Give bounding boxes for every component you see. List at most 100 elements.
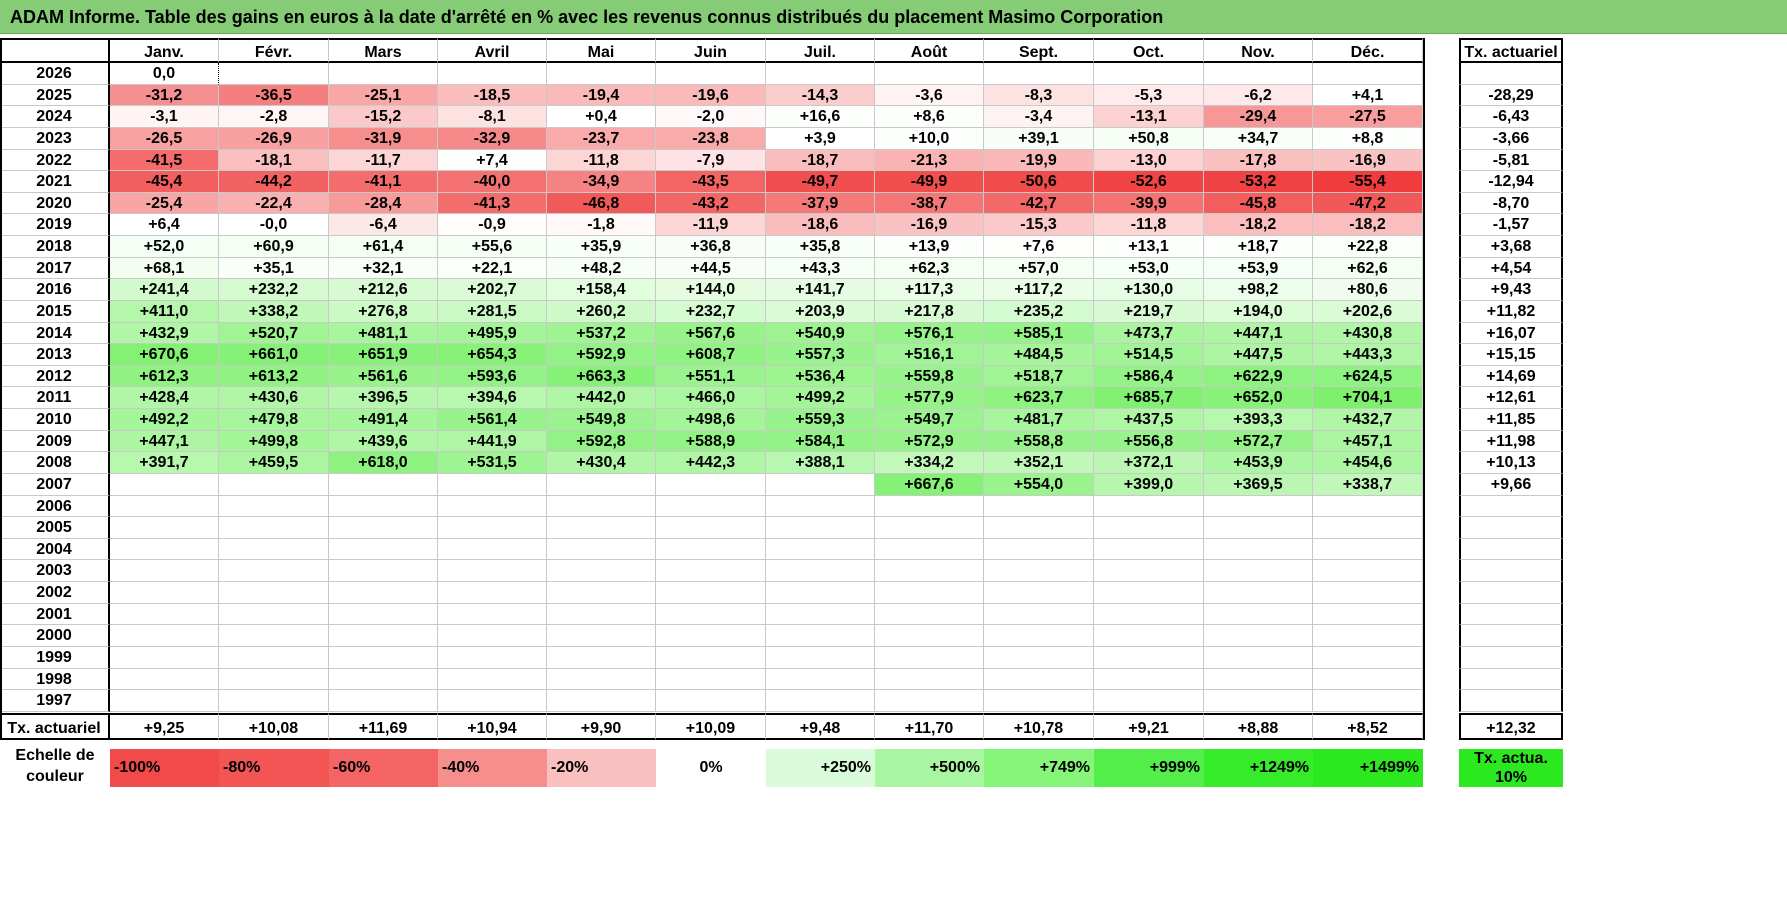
table-cell[interactable] xyxy=(875,560,984,582)
table-cell[interactable]: +442,0 xyxy=(547,387,656,409)
table-cell[interactable]: +16,6 xyxy=(766,106,875,128)
table-cell[interactable] xyxy=(984,517,1094,539)
table-cell[interactable]: +141,7 xyxy=(766,279,875,301)
table-cell[interactable] xyxy=(219,496,329,517)
table-cell[interactable] xyxy=(656,539,766,560)
table-cell[interactable]: -6,4 xyxy=(329,214,438,236)
table-cell[interactable]: +36,8 xyxy=(656,236,766,258)
table-cell[interactable]: -23,7 xyxy=(547,128,656,150)
table-cell[interactable] xyxy=(329,647,438,669)
table-cell[interactable]: +396,5 xyxy=(329,387,438,409)
table-cell[interactable] xyxy=(766,690,875,712)
table-cell[interactable]: -37,9 xyxy=(766,193,875,214)
table-cell[interactable] xyxy=(1313,560,1423,582)
table-cell[interactable]: -18,7 xyxy=(766,150,875,171)
table-cell[interactable]: -3,6 xyxy=(875,85,984,106)
table-cell[interactable]: +68,1 xyxy=(110,258,219,279)
table-cell[interactable]: +514,5 xyxy=(1094,344,1204,366)
table-cell[interactable]: +572,9 xyxy=(875,431,984,452)
table-cell[interactable] xyxy=(656,669,766,690)
table-cell[interactable] xyxy=(219,647,329,669)
table-cell[interactable] xyxy=(329,604,438,625)
table-cell[interactable] xyxy=(438,496,547,517)
table-cell[interactable]: +117,2 xyxy=(984,279,1094,301)
table-cell[interactable] xyxy=(1204,647,1313,669)
table-cell[interactable] xyxy=(1204,582,1313,604)
table-cell[interactable] xyxy=(547,690,656,712)
table-cell[interactable]: -52,6 xyxy=(1094,171,1204,193)
table-cell[interactable] xyxy=(438,582,547,604)
table-cell[interactable] xyxy=(219,582,329,604)
table-cell[interactable] xyxy=(656,604,766,625)
table-cell[interactable] xyxy=(110,582,219,604)
table-cell[interactable] xyxy=(1094,647,1204,669)
table-cell[interactable]: +6,4 xyxy=(110,214,219,236)
table-cell[interactable] xyxy=(329,560,438,582)
table-cell[interactable]: -13,0 xyxy=(1094,150,1204,171)
table-cell[interactable]: -42,7 xyxy=(984,193,1094,214)
table-cell[interactable] xyxy=(438,690,547,712)
table-cell[interactable] xyxy=(875,539,984,560)
table-cell[interactable]: +217,8 xyxy=(875,301,984,323)
table-cell[interactable]: -28,4 xyxy=(329,193,438,214)
table-cell[interactable]: -5,3 xyxy=(1094,85,1204,106)
table-cell[interactable]: +60,9 xyxy=(219,236,329,258)
table-cell[interactable] xyxy=(1313,539,1423,560)
table-cell[interactable] xyxy=(1094,669,1204,690)
table-cell[interactable]: -49,9 xyxy=(875,171,984,193)
table-cell[interactable] xyxy=(547,474,656,496)
table-cell[interactable]: +661,0 xyxy=(219,344,329,366)
table-cell[interactable] xyxy=(1313,604,1423,625)
table-cell[interactable]: +22,8 xyxy=(1313,236,1423,258)
table-cell[interactable]: +22,1 xyxy=(438,258,547,279)
table-cell[interactable]: -46,8 xyxy=(547,193,656,214)
table-cell[interactable]: +447,1 xyxy=(1204,323,1313,344)
table-cell[interactable] xyxy=(110,647,219,669)
table-cell[interactable]: +593,6 xyxy=(438,366,547,387)
table-cell[interactable]: +499,8 xyxy=(219,431,329,452)
table-cell[interactable]: +388,1 xyxy=(766,452,875,474)
table-cell[interactable]: +554,0 xyxy=(984,474,1094,496)
table-cell[interactable]: +232,2 xyxy=(219,279,329,301)
table-cell[interactable]: -55,4 xyxy=(1313,171,1423,193)
table-cell[interactable]: -6,2 xyxy=(1204,85,1313,106)
table-cell[interactable] xyxy=(875,582,984,604)
table-cell[interactable] xyxy=(438,560,547,582)
table-cell[interactable]: +430,6 xyxy=(219,387,329,409)
table-cell[interactable] xyxy=(984,496,1094,517)
table-cell[interactable]: 0,0 xyxy=(110,63,219,85)
table-cell[interactable]: -36,5 xyxy=(219,85,329,106)
table-cell[interactable] xyxy=(1204,517,1313,539)
table-cell[interactable] xyxy=(547,625,656,647)
table-cell[interactable]: +13,9 xyxy=(875,236,984,258)
table-cell[interactable]: -32,9 xyxy=(438,128,547,150)
table-cell[interactable] xyxy=(219,560,329,582)
table-cell[interactable] xyxy=(1313,690,1423,712)
table-cell[interactable]: +654,3 xyxy=(438,344,547,366)
table-cell[interactable]: -53,2 xyxy=(1204,171,1313,193)
table-cell[interactable]: -23,8 xyxy=(656,128,766,150)
table-cell[interactable] xyxy=(1094,625,1204,647)
table-cell[interactable]: +260,2 xyxy=(547,301,656,323)
table-cell[interactable]: -1,8 xyxy=(547,214,656,236)
table-cell[interactable]: +495,9 xyxy=(438,323,547,344)
table-cell[interactable]: +338,2 xyxy=(219,301,329,323)
table-cell[interactable]: +623,7 xyxy=(984,387,1094,409)
table-cell[interactable]: -31,2 xyxy=(110,85,219,106)
table-cell[interactable]: -11,8 xyxy=(1094,214,1204,236)
table-cell[interactable] xyxy=(984,63,1094,85)
table-cell[interactable] xyxy=(219,63,329,85)
table-cell[interactable]: +43,3 xyxy=(766,258,875,279)
table-cell[interactable] xyxy=(329,474,438,496)
table-cell[interactable]: -18,2 xyxy=(1204,214,1313,236)
table-cell[interactable] xyxy=(1313,63,1423,85)
table-cell[interactable] xyxy=(219,539,329,560)
table-cell[interactable]: +557,3 xyxy=(766,344,875,366)
table-cell[interactable]: +98,2 xyxy=(1204,279,1313,301)
table-cell[interactable]: -25,4 xyxy=(110,193,219,214)
table-cell[interactable]: +567,6 xyxy=(656,323,766,344)
table-cell[interactable]: +667,6 xyxy=(875,474,984,496)
table-cell[interactable]: +44,5 xyxy=(656,258,766,279)
table-cell[interactable] xyxy=(110,539,219,560)
table-cell[interactable] xyxy=(1313,582,1423,604)
